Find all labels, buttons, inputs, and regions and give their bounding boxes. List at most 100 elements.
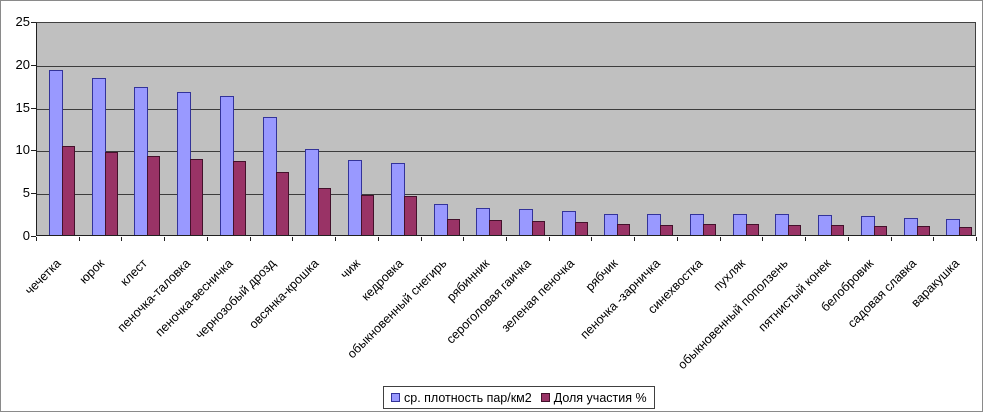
legend-label-share: Доля участия % xyxy=(553,390,647,405)
x-axis-tick-mark xyxy=(933,237,934,241)
x-axis-tick-mark xyxy=(976,237,977,241)
bar-share xyxy=(702,224,716,235)
category-group xyxy=(165,23,208,235)
x-axis-tick-mark xyxy=(335,237,336,241)
bar-density xyxy=(177,92,192,235)
bar-share xyxy=(831,225,845,235)
bar-share xyxy=(489,220,503,235)
legend-label-density: ср. плотность пар/км2 xyxy=(404,390,532,405)
category-group xyxy=(635,23,678,235)
bar-density xyxy=(91,78,106,235)
bar-share xyxy=(318,188,332,235)
x-axis-label: чечетка xyxy=(22,256,65,298)
category-group xyxy=(892,23,935,235)
category-group xyxy=(208,23,251,235)
bar-share xyxy=(361,195,375,235)
category-group xyxy=(592,23,635,235)
bar-density xyxy=(390,163,405,235)
category-group xyxy=(379,23,422,235)
x-axis-tick-mark xyxy=(250,237,251,241)
x-axis-tick-mark xyxy=(207,237,208,241)
bar-density xyxy=(519,209,533,235)
bar-density xyxy=(219,96,234,235)
y-axis-tick-label: 25 xyxy=(15,14,30,29)
bar-share xyxy=(574,222,588,235)
y-axis-tick-mark xyxy=(31,65,36,66)
category-group xyxy=(806,23,849,235)
bar-share xyxy=(104,152,118,235)
gridline xyxy=(37,194,975,195)
x-axis-tick-mark xyxy=(591,237,592,241)
x-axis-label: пухляк xyxy=(710,256,749,294)
bar-density xyxy=(775,214,790,235)
category-group xyxy=(678,23,721,235)
bar-share xyxy=(660,225,674,235)
bar-density xyxy=(689,214,704,235)
x-axis-tick-mark xyxy=(677,237,678,241)
category-group xyxy=(80,23,123,235)
x-axis-tick-mark xyxy=(121,237,122,241)
bars-container xyxy=(37,23,975,235)
x-axis-tick-mark xyxy=(292,237,293,241)
x-axis-label: чернозобый дрозд xyxy=(192,256,279,342)
bar-share xyxy=(62,146,75,235)
bar-density xyxy=(49,70,63,235)
bar-density xyxy=(903,218,918,235)
bar-density xyxy=(647,214,662,235)
x-axis-label: рябчик xyxy=(582,256,621,294)
bar-share xyxy=(959,227,973,235)
gridline xyxy=(37,151,975,152)
category-group xyxy=(464,23,507,235)
gridline xyxy=(37,66,975,67)
bar-share xyxy=(190,159,204,235)
bar-share xyxy=(617,224,631,235)
category-group xyxy=(849,23,892,235)
bar-share xyxy=(232,161,246,235)
x-axis-tick-mark xyxy=(36,237,37,241)
y-axis-tick-label: 5 xyxy=(22,185,30,200)
bar-share xyxy=(532,221,545,235)
y-axis-tick-mark xyxy=(31,236,36,237)
x-axis-tick-mark xyxy=(506,237,507,241)
y-axis-tick-label: 15 xyxy=(15,100,30,115)
x-axis-tick-mark xyxy=(164,237,165,241)
bar-density xyxy=(476,208,491,235)
x-axis-tick-mark xyxy=(549,237,550,241)
x-axis-tick-mark xyxy=(634,237,635,241)
category-group xyxy=(37,23,80,235)
y-axis-tick-mark xyxy=(31,150,36,151)
bar-density xyxy=(433,204,448,235)
bar-density xyxy=(348,160,363,235)
bar-density xyxy=(134,87,149,235)
bar-density xyxy=(604,214,619,235)
x-axis-label: чиж xyxy=(337,256,364,282)
bar-density xyxy=(561,211,576,235)
bar-density xyxy=(262,117,277,235)
category-group xyxy=(122,23,165,235)
y-axis-tick-label: 20 xyxy=(15,57,30,72)
legend-item-density: ср. плотность пар/км2 xyxy=(391,391,532,405)
bar-density xyxy=(732,214,747,235)
x-axis-label: юрок xyxy=(76,256,108,287)
category-group xyxy=(763,23,806,235)
category-group xyxy=(934,23,977,235)
bar-share xyxy=(147,156,161,235)
bar-density xyxy=(946,219,961,235)
category-group xyxy=(293,23,336,235)
x-axis-tick-mark xyxy=(848,237,849,241)
category-group xyxy=(422,23,465,235)
bar-share xyxy=(275,172,289,235)
x-axis-tick-mark xyxy=(891,237,892,241)
x-axis-label: клест xyxy=(117,256,151,289)
plot-area xyxy=(36,22,976,236)
category-group xyxy=(550,23,593,235)
bar-density xyxy=(860,216,875,235)
y-axis-tick-mark xyxy=(31,193,36,194)
x-axis-tick-mark xyxy=(805,237,806,241)
legend-marker-density-icon xyxy=(391,393,400,402)
x-axis-tick-mark xyxy=(463,237,464,241)
bar-share xyxy=(446,219,460,235)
category-group xyxy=(336,23,379,235)
legend-marker-share-icon xyxy=(540,393,550,402)
